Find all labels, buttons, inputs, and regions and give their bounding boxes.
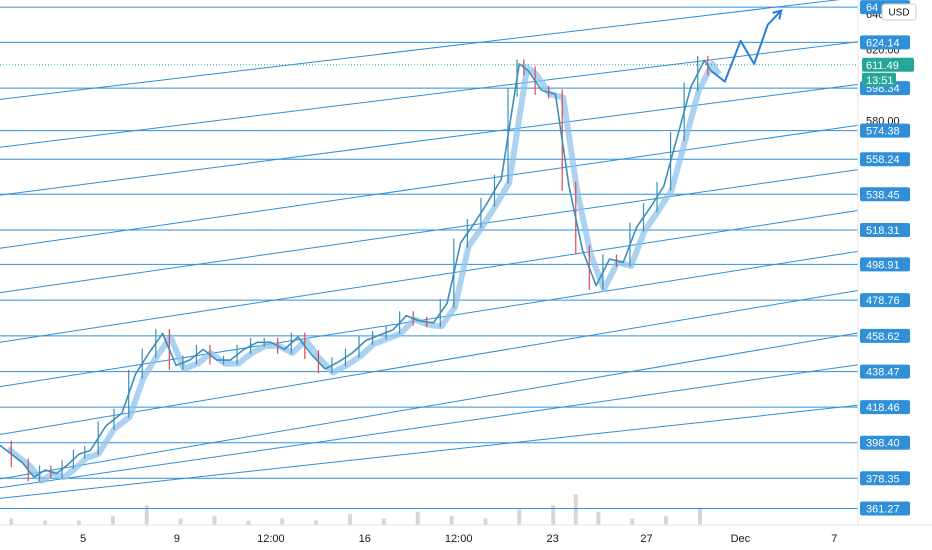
level-label: 518.31 [866, 225, 900, 237]
channel-line [0, 123, 867, 249]
time-axis-ticks: 5 9 12:00 16 12:00 23 27 Dec 7 [80, 533, 837, 545]
currency-button-frame[interactable] [881, 3, 917, 21]
level-label: 418.46 [866, 402, 900, 414]
channel-line [0, 82, 867, 196]
time-tick-label: 5 [80, 533, 86, 545]
current-price-marker: 611.49 13:51 [0, 57, 914, 87]
volume-bar [347, 514, 352, 525]
time-tick-label: 9 [174, 533, 180, 545]
projection-path [710, 9, 783, 83]
countdown-label: 13:51 [866, 75, 894, 87]
level-label: 624.14 [866, 37, 900, 49]
volume-bar [483, 518, 488, 525]
projection-line [710, 9, 782, 83]
level-label-tag [860, 400, 910, 415]
level-label-tag [860, 293, 910, 308]
level-label-tag [860, 471, 910, 486]
time-tick-label: 23 [546, 533, 558, 545]
volume-bar [573, 494, 578, 525]
level-label: 378.35 [866, 473, 900, 485]
projection-arrow-head [772, 9, 783, 20]
current-price-badge [862, 57, 914, 72]
level-label-tag [860, 187, 910, 202]
level-label: 478.76 [866, 295, 900, 307]
time-tick-label: Dec [731, 533, 751, 545]
volume-bar [551, 505, 556, 525]
time-tick-label: 16 [359, 533, 371, 545]
time-axis-background [0, 525, 932, 550]
level-label: 538.45 [866, 189, 900, 201]
level-labels: 64624.14598.34574.38558.24538.45518.3149… [860, 0, 910, 516]
volume-bar [381, 518, 386, 525]
volume-bar [212, 516, 217, 525]
channel-lines [0, 0, 867, 499]
volume-bar [697, 507, 702, 525]
price-line [0, 59, 712, 478]
level-label-tag [860, 123, 910, 138]
level-label-tag [860, 328, 910, 343]
channel-line [0, 208, 867, 343]
level-label-tag [860, 257, 910, 272]
volume-bar [314, 520, 319, 525]
volume-bar [110, 516, 115, 525]
volume-bar [596, 511, 601, 525]
price-series [0, 55, 722, 484]
volume-bar [415, 511, 420, 525]
volume-bar [517, 509, 522, 525]
level-label-tag [860, 223, 910, 238]
channel-line [0, 0, 841, 100]
volume-bar [280, 518, 285, 525]
volume-bar [144, 505, 149, 525]
volume-bar [9, 518, 14, 525]
countdown-badge [862, 72, 896, 87]
volume-bars [9, 494, 702, 525]
level-label: 498.91 [866, 259, 900, 271]
level-label-tag [860, 364, 910, 379]
volume-bar [178, 518, 183, 525]
channel-line [0, 331, 867, 480]
volume-bar [449, 516, 454, 525]
channel-line [0, 168, 867, 294]
level-label: 574.38 [866, 126, 900, 138]
channel-line [0, 363, 867, 489]
channel-line [0, 249, 867, 388]
time-tick-label: 7 [831, 533, 837, 545]
level-label-tag [860, 35, 910, 50]
time-tick-label: 12:00 [445, 533, 473, 545]
moving-average-band [6, 60, 722, 484]
channel-line [0, 403, 867, 499]
level-label: 64 [866, 2, 878, 14]
level-label: 438.47 [866, 367, 900, 379]
level-label: 558.24 [866, 154, 900, 166]
level-label-tag [860, 501, 910, 516]
channel-line [0, 288, 867, 436]
time-tick-label: 27 [640, 533, 652, 545]
level-label: 398.40 [866, 438, 900, 450]
channel-line [0, 40, 867, 148]
level-label-tag [860, 152, 910, 167]
currency-label[interactable]: USD [888, 8, 909, 19]
currency-button[interactable]: USD [881, 3, 917, 21]
time-tick-label: 12:00 [257, 533, 285, 545]
level-label-tag [860, 435, 910, 450]
volume-bar [246, 520, 251, 525]
level-label: 361.27 [866, 504, 900, 516]
volume-bar [630, 518, 635, 525]
level-label: 458.62 [866, 331, 900, 343]
volume-bar [77, 520, 82, 525]
horizontal-levels [0, 6, 858, 510]
volume-bar [43, 520, 48, 525]
volume-bar [664, 516, 669, 525]
current-price-label: 611.49 [866, 60, 899, 72]
